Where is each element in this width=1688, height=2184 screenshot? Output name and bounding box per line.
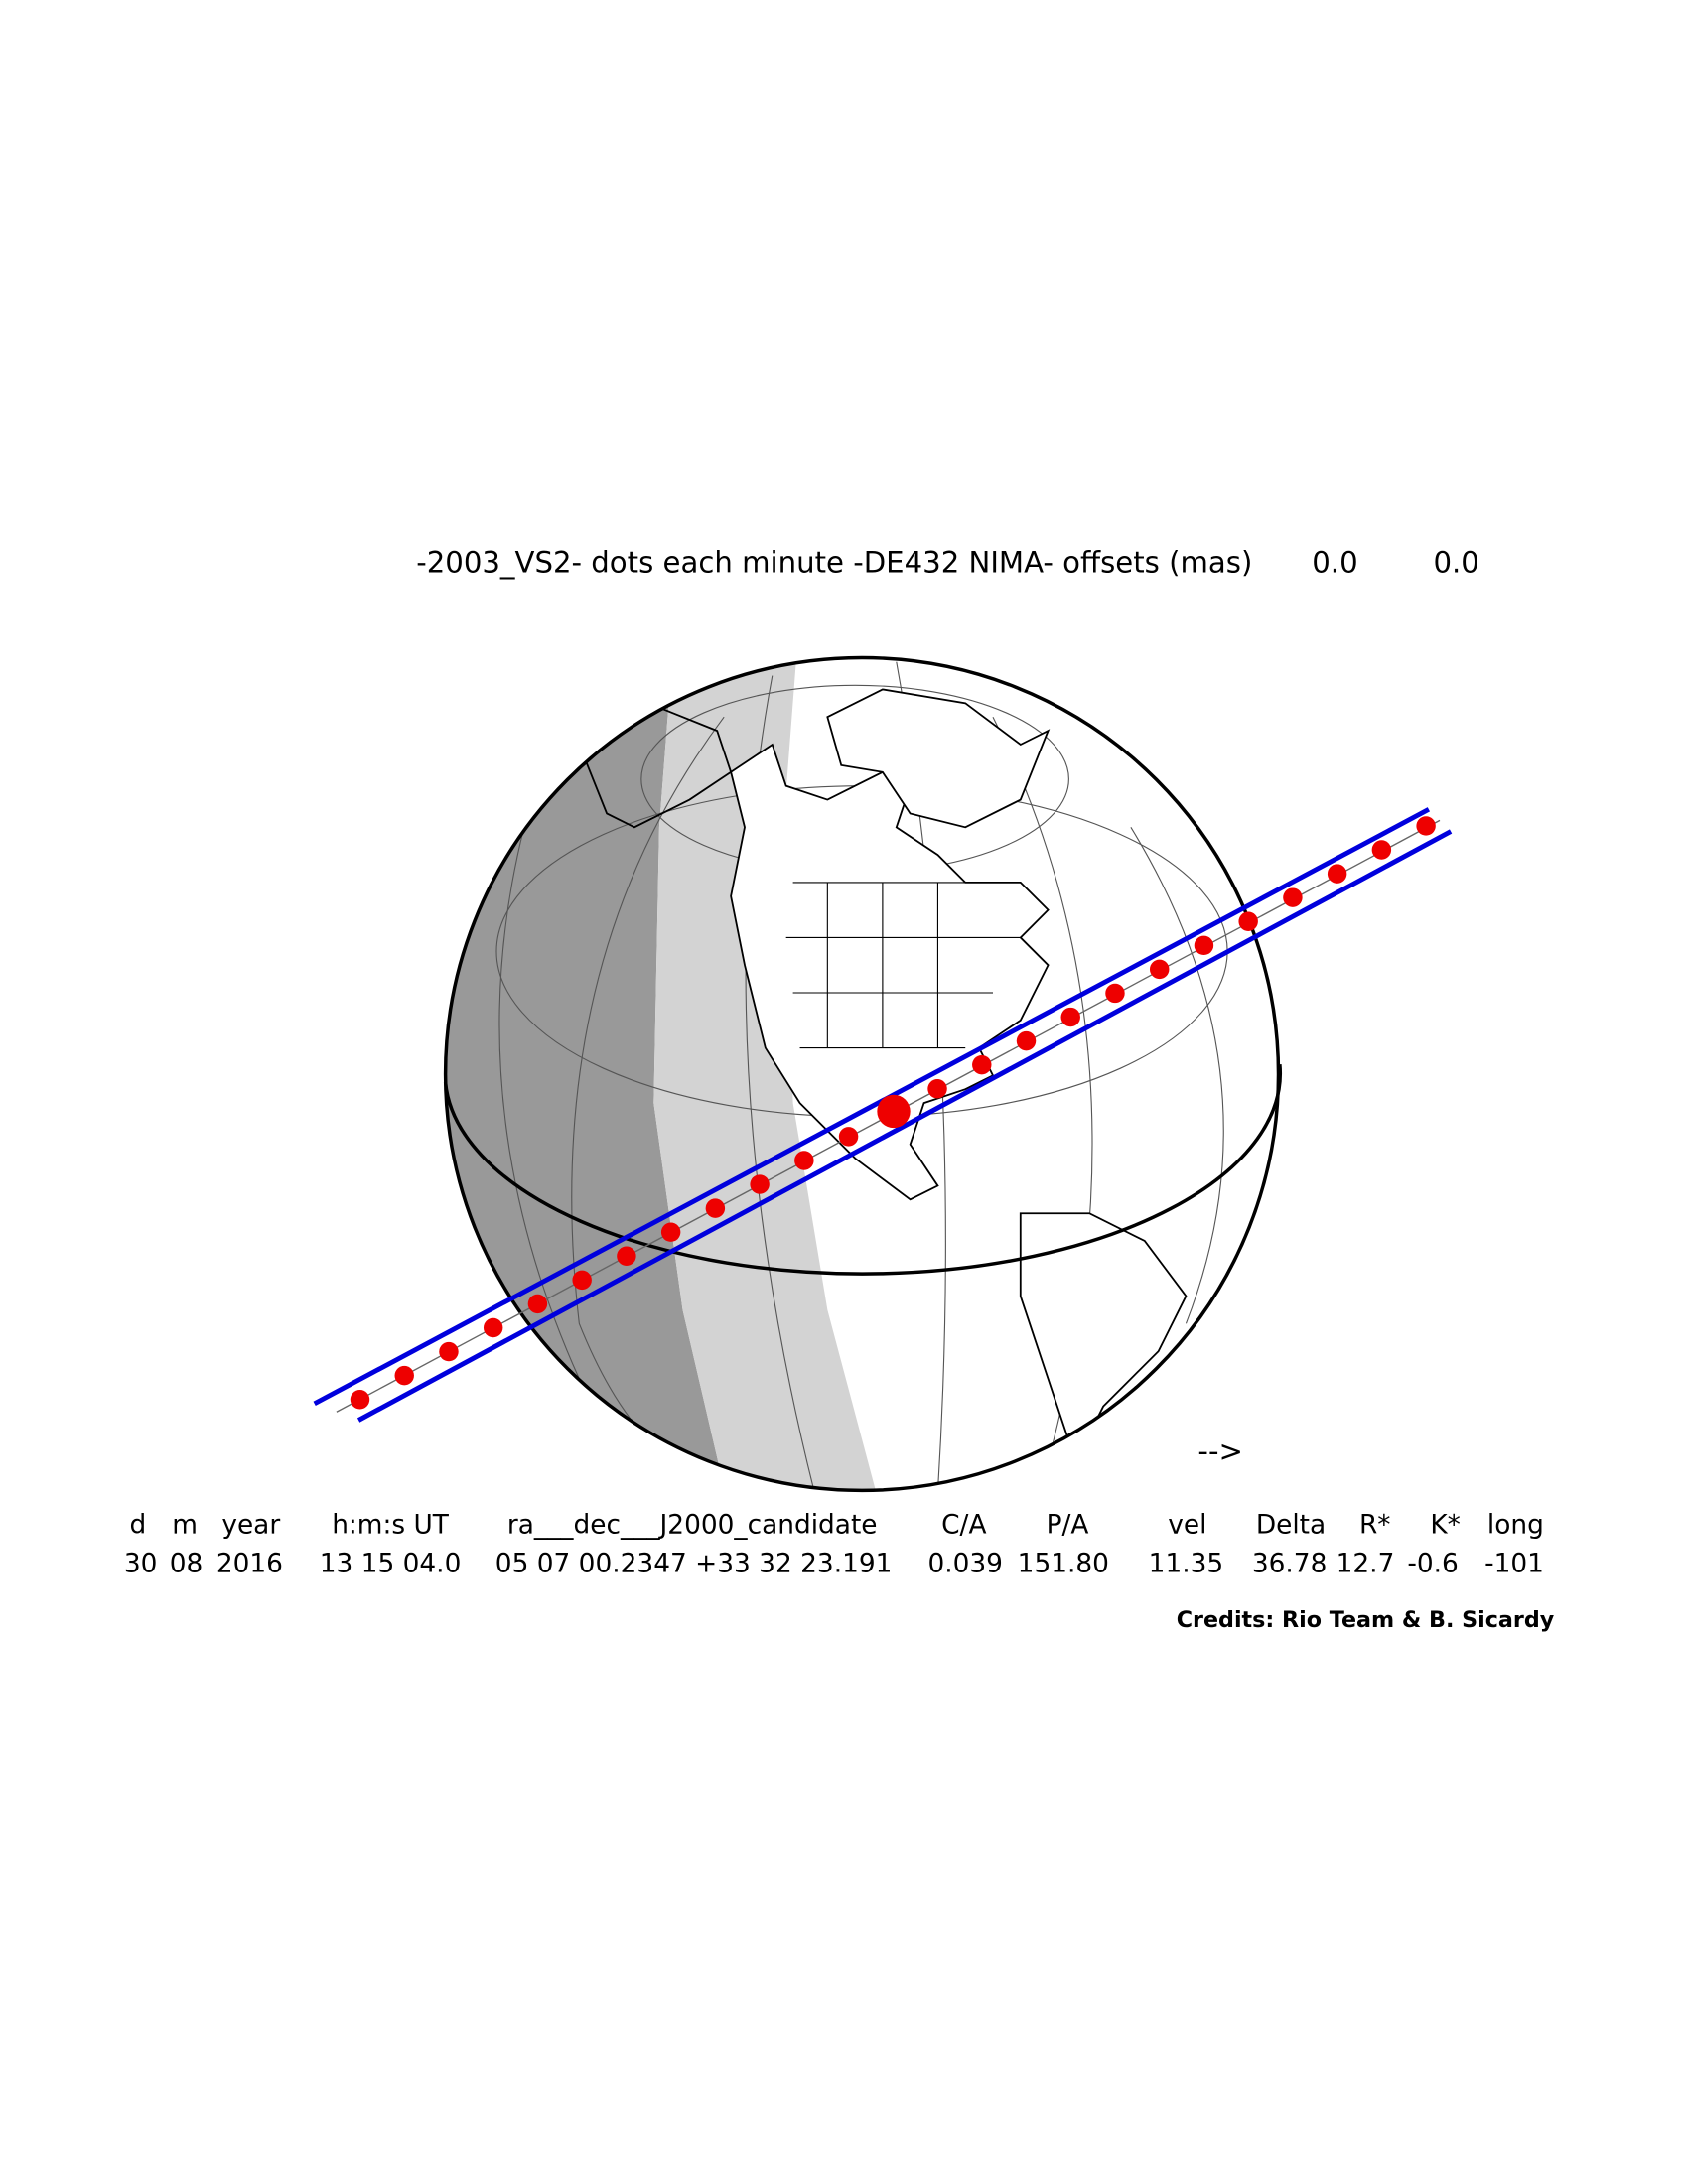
track-dot — [439, 1341, 459, 1362]
column-value: 13 15 04.0 — [320, 1549, 462, 1578]
track-dot — [1060, 1007, 1080, 1027]
column-header: long — [1487, 1510, 1544, 1540]
column-value: 30 — [124, 1549, 158, 1578]
track-dot — [572, 1270, 592, 1291]
track-dot — [527, 1294, 548, 1314]
track-dot — [1238, 911, 1258, 931]
track-dot — [1371, 840, 1392, 860]
column-value: 36.78 — [1252, 1549, 1328, 1578]
column-value: -0.6 — [1407, 1549, 1458, 1578]
column-header: K* — [1430, 1510, 1460, 1540]
track-dot — [1416, 816, 1436, 836]
track-dot — [1327, 864, 1347, 884]
track-dot — [794, 1151, 814, 1170]
column-header: ra___dec___J2000_candidate — [507, 1510, 878, 1540]
column-value: 12.7 — [1336, 1549, 1395, 1578]
column-header: Delta — [1256, 1510, 1326, 1540]
column-header: vel — [1168, 1510, 1206, 1540]
closest-approach-dot — [877, 1094, 911, 1129]
column-header: m — [172, 1510, 198, 1540]
track-dot — [1194, 935, 1214, 956]
globe — [443, 655, 1283, 1493]
column-header: h:m:s UT — [332, 1510, 450, 1540]
track-dot — [617, 1246, 636, 1266]
track-dot — [660, 1222, 681, 1242]
column-header: P/A — [1047, 1510, 1089, 1540]
column-header: year — [221, 1510, 280, 1540]
track-dot — [483, 1317, 503, 1338]
column-header: d — [130, 1510, 147, 1540]
occultation-track — [313, 807, 1453, 1423]
track-dot — [927, 1079, 947, 1099]
title: -2003_VS2- dots each minute -DE432 NIMA-… — [416, 545, 1252, 579]
column-value: 2016 — [216, 1549, 283, 1578]
offset: 0.0 — [1312, 545, 1357, 579]
track-dot — [1105, 983, 1125, 1004]
track-dot — [350, 1390, 370, 1410]
direction-arrow: --> — [1197, 1434, 1242, 1468]
track-dot — [750, 1174, 770, 1194]
column-header: C/A — [941, 1510, 986, 1540]
track-dot — [972, 1054, 992, 1075]
track-dot — [1016, 1030, 1037, 1051]
track-dot — [705, 1198, 726, 1218]
column-value: -101 — [1484, 1549, 1544, 1578]
column-value: 05 07 00.2347 +33 32 23.191 — [495, 1549, 893, 1578]
track-dot — [838, 1127, 859, 1147]
column-header: R* — [1359, 1510, 1391, 1540]
track-dot — [394, 1365, 414, 1386]
track-dot — [1283, 887, 1303, 907]
track-dot — [1149, 959, 1170, 980]
column-value: 151.80 — [1018, 1549, 1109, 1578]
column-value: 08 — [170, 1549, 204, 1578]
column-value: 11.35 — [1149, 1549, 1224, 1578]
offset: 0.0 — [1433, 545, 1478, 579]
column-value: 0.039 — [927, 1549, 1003, 1578]
credits: Credits: Rio Team & B. Sicardy — [1177, 1607, 1555, 1633]
